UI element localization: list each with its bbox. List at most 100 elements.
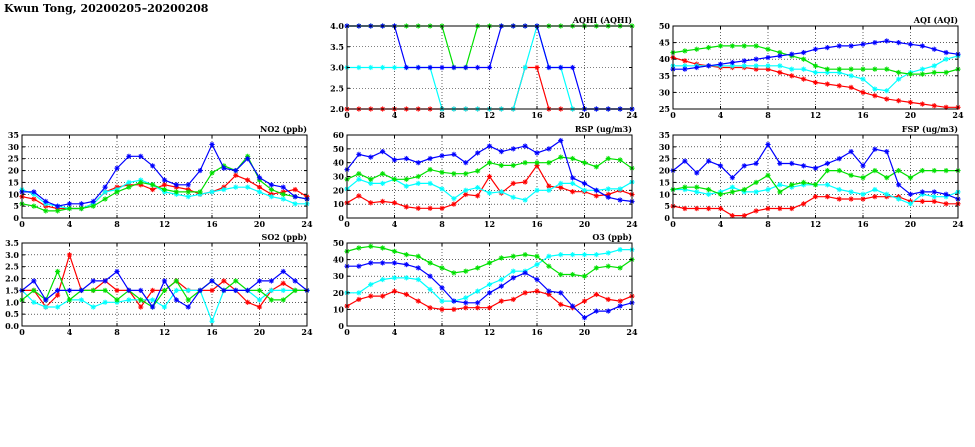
data-point-red — [233, 172, 239, 178]
data-point-red — [161, 182, 168, 188]
data-point-stroke — [742, 213, 747, 218]
data-point-red — [463, 305, 469, 311]
y-tick-label: 0.5 — [5, 309, 19, 319]
data-point-stroke — [138, 180, 143, 185]
data-point-stroke — [558, 154, 563, 160]
x-tick-label: 20 — [579, 110, 591, 120]
data-point-cyan — [558, 252, 564, 258]
data-point-stroke — [511, 195, 516, 200]
data-point-stroke — [475, 288, 480, 294]
data-point-blue — [777, 53, 783, 59]
data-point-stroke — [487, 160, 492, 165]
data-point-stroke — [31, 278, 37, 284]
data-point-blue — [233, 287, 239, 294]
data-point-cyan — [43, 304, 49, 310]
data-point-stroke — [463, 171, 468, 176]
data-point-stroke — [718, 62, 723, 67]
data-point-stroke — [872, 40, 878, 45]
x-tick-label: 4 — [392, 327, 398, 337]
data-point-stroke — [439, 153, 445, 158]
data-point-stroke — [356, 193, 362, 199]
data-point-stroke — [765, 142, 771, 147]
data-point-stroke — [920, 189, 925, 195]
data-point-blue — [896, 182, 902, 188]
data-point-blue — [356, 151, 362, 157]
data-point-stroke — [404, 252, 409, 257]
data-point-stroke — [943, 168, 949, 173]
data-point-stroke — [932, 63, 937, 69]
data-point-cyan — [403, 183, 409, 189]
data-point-stroke — [91, 199, 96, 204]
data-point-blue — [233, 167, 239, 174]
data-point-green — [801, 179, 807, 186]
x-tick-label: 12 — [810, 219, 821, 229]
data-point-stroke — [511, 181, 516, 186]
data-point-blue — [403, 155, 409, 162]
data-point-stroke — [269, 288, 274, 293]
data-point-blue — [245, 287, 251, 294]
data-point-blue — [717, 163, 724, 169]
data-point-green — [789, 182, 795, 188]
data-point-cyan — [126, 179, 132, 186]
data-point-red — [475, 193, 481, 199]
y-tick-label: 0 — [664, 213, 670, 223]
data-point-blue — [694, 170, 700, 176]
data-point-cyan — [765, 186, 771, 193]
data-point-stroke — [546, 188, 552, 193]
data-point-stroke — [487, 190, 492, 196]
data-point-stroke — [162, 187, 167, 192]
data-point-stroke — [126, 184, 132, 190]
y-tick-label: 50 — [333, 144, 345, 154]
x-tick-label: 0 — [19, 327, 25, 337]
data-point-blue — [486, 64, 493, 71]
data-point-stroke — [860, 42, 866, 47]
data-point-red — [860, 89, 866, 95]
data-point-stroke — [475, 305, 480, 310]
data-point-stroke — [233, 168, 238, 173]
y-tick-label: 3.5 — [5, 238, 19, 248]
data-point-stroke — [753, 57, 759, 62]
data-point-stroke — [801, 76, 806, 82]
data-point-blue — [55, 203, 61, 209]
data-point-stroke — [114, 166, 120, 171]
data-point-red — [884, 96, 890, 102]
data-point-stroke — [380, 293, 385, 299]
data-point-green — [415, 253, 421, 259]
data-point-stroke — [91, 203, 96, 209]
data-point-red — [872, 93, 878, 99]
x-tick-label: 24 — [301, 327, 313, 337]
data-point-stroke — [558, 65, 563, 70]
data-point-stroke — [233, 173, 238, 178]
data-point-stroke — [594, 164, 599, 169]
data-point-blue — [682, 66, 688, 72]
data-point-stroke — [582, 274, 587, 279]
x-tick-label: 8 — [114, 219, 120, 229]
data-point-blue — [463, 300, 469, 306]
data-point-cyan — [391, 64, 398, 71]
data-point-blue — [943, 49, 949, 56]
data-point-stroke — [813, 47, 818, 52]
data-point-stroke — [558, 290, 563, 295]
data-point-green — [55, 208, 61, 214]
x-tick-label: 0 — [19, 219, 25, 229]
data-point-cyan — [617, 247, 623, 253]
data-point-stroke — [694, 184, 699, 190]
data-point-green — [161, 186, 168, 193]
y-tick-label: 10 — [659, 189, 671, 199]
data-point-stroke — [439, 206, 445, 211]
x-tick-label: 12 — [484, 219, 495, 229]
data-point-green — [907, 71, 914, 77]
data-point-stroke — [896, 196, 901, 202]
data-point-stroke — [570, 252, 575, 257]
data-point-stroke — [932, 47, 937, 52]
data-point-green — [368, 243, 374, 249]
data-point-stroke — [43, 297, 48, 303]
data-point-stroke — [943, 50, 949, 55]
data-point-blue — [90, 198, 96, 204]
data-point-stroke — [896, 168, 901, 173]
data-point-stroke — [718, 206, 723, 211]
data-point-blue — [789, 160, 795, 167]
data-point-cyan — [486, 190, 493, 196]
data-point-red — [245, 177, 251, 183]
data-point-stroke — [126, 154, 132, 159]
